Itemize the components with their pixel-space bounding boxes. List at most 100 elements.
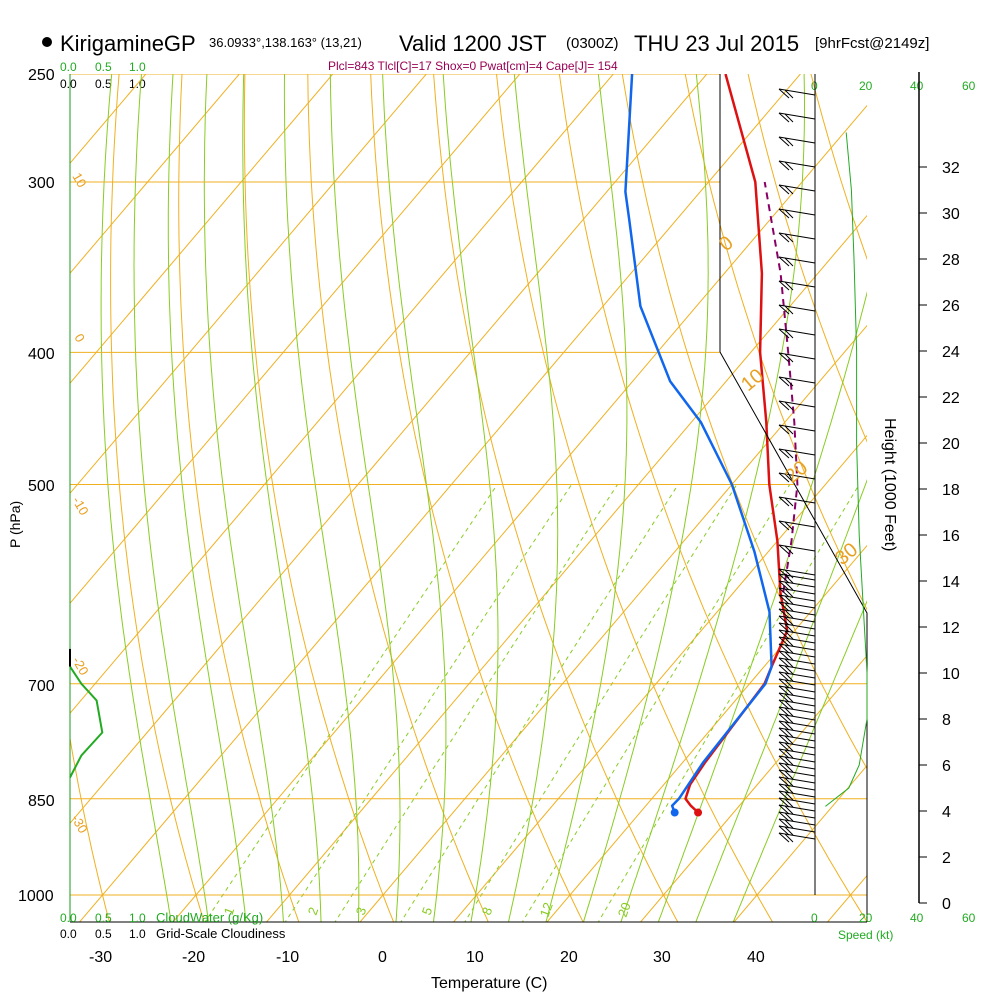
wind-barb-flag <box>778 797 790 808</box>
wind-barb-flag <box>778 832 790 843</box>
wind-barb-flag <box>778 580 790 591</box>
wind-barb-flag <box>778 657 790 668</box>
wind-barb <box>778 608 816 619</box>
height-tick-label: 16 <box>942 528 960 545</box>
mix-label-20: 20 <box>615 900 634 919</box>
wind-barb <box>778 376 816 387</box>
wind-barb <box>778 160 816 171</box>
wind-barb-flag <box>784 497 794 507</box>
wind-barb-flag <box>778 678 790 689</box>
wind-barb-flag <box>778 304 790 315</box>
mixing-ratio-line <box>521 484 791 922</box>
wind-barb-flag <box>784 763 794 773</box>
isotherm-label-10: 10 <box>69 170 89 190</box>
wind-barbs <box>778 88 816 843</box>
wind-barb <box>778 136 816 147</box>
wind-barb <box>778 587 816 598</box>
t-tick-10: 10 <box>466 949 484 966</box>
wind-barb-flag <box>784 233 794 243</box>
wind-barb-flag <box>784 609 794 619</box>
moist-adiabat <box>242 74 322 922</box>
wind-barb-flag <box>784 700 794 710</box>
wind-barb-flag <box>778 664 790 675</box>
wind-barb-flag <box>778 811 790 822</box>
wind-barb-flag <box>784 770 794 780</box>
wind-barb-flag <box>778 741 790 752</box>
wind-barb <box>778 741 816 752</box>
wind-barb-flag <box>778 184 790 195</box>
bottom-black-tick-1: 0.5 <box>95 927 112 941</box>
sounding-lines <box>624 74 799 817</box>
wind-barb-flag <box>778 601 790 612</box>
height-tick-label: 24 <box>942 344 960 361</box>
wind-barb <box>778 232 816 243</box>
wind-barb <box>778 643 816 654</box>
isotherm <box>70 74 428 495</box>
wind-barb-flag <box>784 449 794 459</box>
top-speed-tick-1: 20 <box>859 79 873 93</box>
forecast-info: [9hrFcst@2149z] <box>815 35 929 52</box>
wind-barb-flag <box>778 769 790 780</box>
wind-barb-flag <box>784 353 794 363</box>
wind-barb-flag <box>784 281 794 291</box>
moist-adiabat <box>382 74 447 922</box>
mixing-ratio-line <box>464 484 738 922</box>
valid-zulu: (0300Z) <box>566 35 619 52</box>
wind-barb-flag <box>784 637 794 647</box>
wind-barb-flag <box>784 588 794 598</box>
cloudiness-label: Grid-Scale Cloudiness <box>156 926 286 941</box>
wind-barb <box>778 448 816 459</box>
wind-barb-flag <box>778 776 790 787</box>
wind-barb-flag <box>778 256 790 267</box>
height-tick-label: 28 <box>942 252 960 269</box>
wind-barb-flag <box>778 520 790 531</box>
wind-barb-flag <box>784 798 794 808</box>
bottom-black-tick-0: 0.0 <box>60 927 77 941</box>
wind-barb <box>778 650 816 661</box>
wind-barb-flag <box>778 734 790 745</box>
wind-barb <box>778 825 816 836</box>
wind-barb-flag <box>778 727 790 738</box>
wind-barb <box>778 400 816 411</box>
dry-adiabat <box>370 74 584 922</box>
wind-barb-flag <box>778 568 790 579</box>
dry-adiabat <box>983 25 1000 924</box>
mixing-ratio-line <box>400 484 679 922</box>
wind-barb-flag <box>784 425 794 435</box>
wind-barb-flag <box>784 89 794 99</box>
mixing-ratio-line <box>334 484 618 922</box>
wind-barb-flag <box>778 136 790 147</box>
wind-barb-flag <box>784 161 794 171</box>
top-black-tick-1: 0.5 <box>95 77 112 91</box>
height-tick-label: 20 <box>942 436 960 453</box>
wind-barb <box>778 748 816 759</box>
wind-barb <box>778 622 816 633</box>
wind-barb <box>778 671 816 682</box>
wind-barb-flag <box>778 748 790 759</box>
dry-adiabat <box>307 74 489 922</box>
t-tick-m10: -10 <box>276 949 299 966</box>
isotherm <box>639 654 867 922</box>
wind-barb-flag <box>784 749 794 759</box>
height-tick-label: 12 <box>942 620 960 637</box>
isotherm <box>265 214 867 922</box>
bottom-scales: 0.0 0.5 1.0 CloudWater (g/Kg) 0.0 0.5 1.… <box>60 910 976 942</box>
isotherm <box>70 74 147 165</box>
bottom-green-tick-0: 0.0 <box>60 911 77 925</box>
wind-barb-flag <box>784 616 794 626</box>
isotherm <box>70 74 241 275</box>
height-tick-label: 26 <box>942 298 960 315</box>
mix-label-12: 12 <box>537 900 556 919</box>
dry-adiabat <box>243 74 395 922</box>
wind-barb-flag <box>778 376 790 387</box>
top-green-tick-1: 0.5 <box>95 60 112 74</box>
wind-barb-flag <box>778 496 790 507</box>
moist-adiabat <box>442 74 499 922</box>
wind-barb-flag <box>784 473 794 483</box>
wind-barb-flag <box>784 833 794 843</box>
wind-barb-flag <box>784 581 794 591</box>
wind-barb-flag <box>778 88 790 99</box>
height-tick-label: 0 <box>942 896 951 913</box>
wind-barb-flag <box>778 671 790 682</box>
